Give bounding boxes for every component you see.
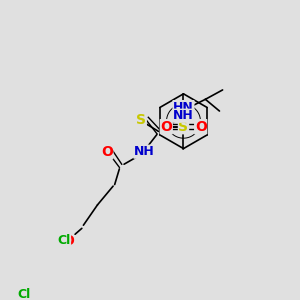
Text: NH: NH: [134, 145, 155, 158]
Text: O: O: [62, 234, 74, 248]
Text: O: O: [160, 120, 172, 134]
Text: O: O: [195, 120, 207, 134]
Text: S: S: [178, 120, 188, 134]
Text: S: S: [136, 112, 146, 127]
Text: HN: HN: [173, 100, 194, 114]
Text: Cl: Cl: [57, 234, 70, 247]
Text: Cl: Cl: [18, 288, 31, 300]
Text: O: O: [101, 145, 113, 159]
Text: NH: NH: [173, 109, 194, 122]
